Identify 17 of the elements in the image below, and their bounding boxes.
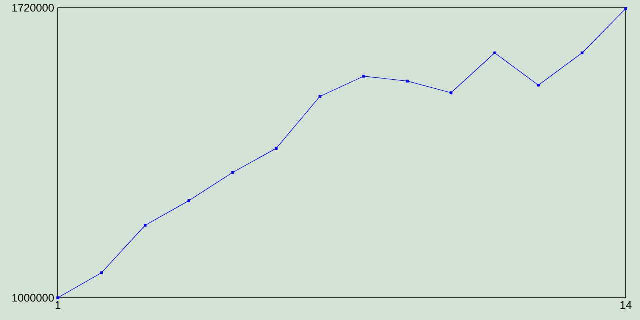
x-tick-label: 14 [620,302,632,310]
point [624,7,628,10]
point [537,84,540,87]
point [450,92,453,94]
point [494,52,496,55]
point [188,200,190,202]
point [100,272,104,274]
y-tick-label: 1000000 [12,294,54,302]
point [56,296,60,300]
point [362,75,366,78]
point [275,147,278,150]
y-tick-label: 1720000 [12,4,54,12]
point [144,224,147,227]
x-tick-label: 1 [56,302,61,310]
point [580,52,584,55]
point [406,80,409,83]
point [318,95,322,98]
